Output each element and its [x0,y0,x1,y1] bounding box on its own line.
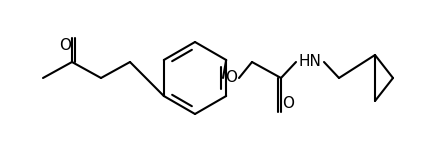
Text: O: O [282,97,294,112]
Text: O: O [225,71,237,85]
Text: HN: HN [299,54,322,70]
Text: O: O [59,39,71,54]
